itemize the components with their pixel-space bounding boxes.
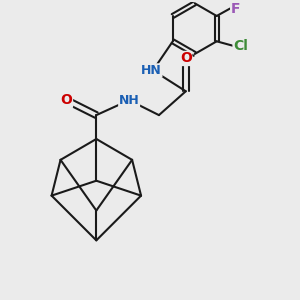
Text: O: O [180, 52, 192, 65]
Text: NH: NH [119, 94, 140, 107]
Text: F: F [231, 2, 240, 16]
Text: HN: HN [141, 64, 162, 77]
Text: O: O [61, 93, 72, 107]
Text: Cl: Cl [233, 39, 248, 53]
